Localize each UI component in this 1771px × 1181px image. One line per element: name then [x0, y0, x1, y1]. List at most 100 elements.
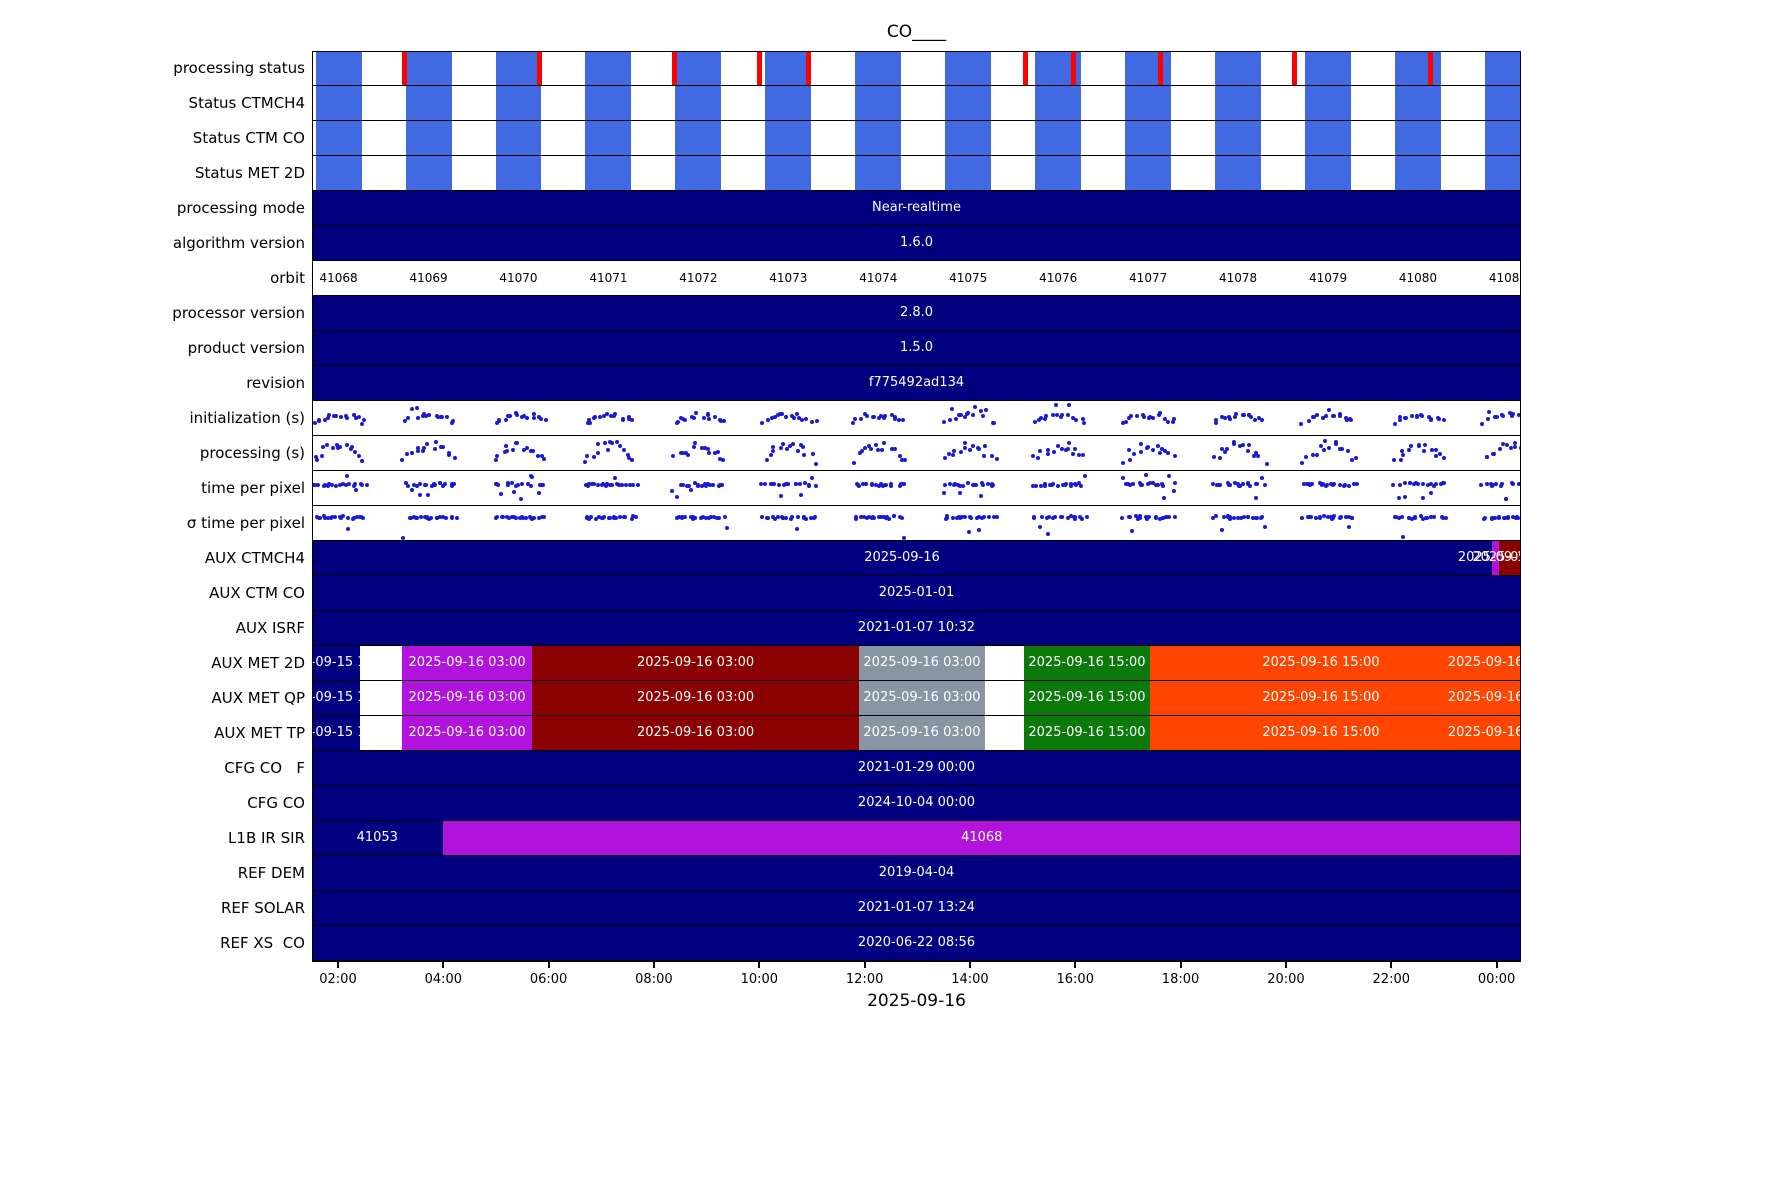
- orbit-number: 41068: [319, 271, 358, 285]
- scatter-dot: [676, 419, 681, 424]
- scatter-dot: [1434, 454, 1439, 459]
- scatter-dot: [1071, 415, 1076, 420]
- scatter-dot: [1265, 462, 1270, 467]
- scatter-dot: [674, 516, 679, 521]
- scatter-dot: [864, 515, 869, 520]
- scatter-dot: [1251, 515, 1256, 520]
- scatter-dot: [775, 514, 780, 519]
- scatter-dot: [1442, 456, 1447, 461]
- scatter-dot: [1402, 495, 1407, 500]
- scatter-dot: [540, 514, 545, 519]
- scatter-dot: [1333, 440, 1338, 445]
- scatter-dot: [1033, 483, 1038, 488]
- orbit-number: 41078: [1219, 271, 1258, 285]
- scatter-dot: [589, 482, 594, 487]
- row-label-ref-xs-co: REF XS CO: [220, 934, 305, 952]
- scatter-dot: [531, 412, 536, 417]
- scatter-dot: [1310, 481, 1315, 486]
- scatter-dot: [614, 440, 619, 445]
- scatter-dot: [786, 482, 791, 487]
- scatter-dot: [970, 413, 975, 418]
- scatter-dot: [1120, 461, 1125, 466]
- scatter-dot: [498, 492, 503, 497]
- scatter-dot: [514, 441, 519, 446]
- x-tick-mark: [1284, 962, 1287, 968]
- scatter-dot: [595, 442, 600, 447]
- scatter-dot: [704, 515, 709, 520]
- bar-segment: [405, 86, 452, 120]
- scatter-dot: [995, 457, 1000, 462]
- scatter-dot: [622, 514, 627, 519]
- scatter-dot: [1304, 482, 1309, 487]
- scatter-dot: [1493, 481, 1498, 486]
- x-tick-mark: [442, 962, 445, 968]
- scatter-dot: [688, 487, 693, 492]
- x-tick-mark: [863, 962, 866, 968]
- scatter-dot: [359, 483, 364, 488]
- scatter-dot: [900, 515, 905, 520]
- scatter-dot: [1398, 482, 1403, 487]
- bar-segment: [1305, 156, 1351, 190]
- scatter-dot: [1211, 455, 1216, 460]
- scatter-dot: [1063, 482, 1068, 487]
- orbit-number: 41081: [1488, 271, 1521, 285]
- scatter-dot: [977, 515, 982, 520]
- scatter-dot: [525, 415, 530, 420]
- scatter-dot: [1172, 453, 1177, 458]
- scatter-dot: [1171, 416, 1176, 421]
- bar-segment: 2025-09-16 03:00: [532, 716, 860, 750]
- scatter-dot: [962, 440, 967, 445]
- bar-segment: 41068: [442, 821, 1521, 855]
- scatter-dot: [1317, 516, 1322, 521]
- scatter-dot: [1072, 481, 1077, 486]
- scatter-dot: [710, 482, 715, 487]
- scatter-dot: [514, 413, 519, 418]
- scatter-dot: [1147, 515, 1152, 520]
- scatter-dot: [602, 414, 607, 419]
- scatter-dot: [504, 514, 509, 519]
- bar-segment: 1.5.0: [312, 331, 1521, 365]
- scatter-dot: [858, 451, 863, 456]
- scatter-dot: [1256, 415, 1261, 420]
- scatter-dot: [966, 410, 971, 415]
- scatter-dot: [1171, 488, 1176, 493]
- scatter-dot: [423, 413, 428, 418]
- scatter-dot: [868, 446, 873, 451]
- scatter-dot: [1053, 403, 1058, 408]
- scatter-dot: [1157, 516, 1162, 521]
- scatter-dot: [1225, 514, 1230, 519]
- scatter-dot: [427, 412, 432, 417]
- bar-segment: [1035, 86, 1082, 120]
- scatter-dot: [424, 515, 429, 520]
- scatter-dot: [316, 483, 321, 488]
- x-tick-label: 10:00: [740, 972, 779, 987]
- scatter-dot: [777, 482, 782, 487]
- scatter-dot: [1156, 412, 1161, 417]
- scatter-dot: [591, 454, 596, 459]
- scatter-dot: [1397, 417, 1402, 422]
- scatter-dot: [1162, 495, 1167, 500]
- scatter-dot: [331, 445, 336, 450]
- scatter-dot: [593, 414, 598, 419]
- scatter-dot: [796, 515, 801, 520]
- bar-segment-label: 2025-09-16 03:00: [863, 690, 981, 705]
- bar-segment: [585, 156, 632, 190]
- scatter-dot: [333, 413, 338, 418]
- scatter-dot: [528, 483, 533, 488]
- scatter-dot: [449, 515, 454, 520]
- scatter-dot: [1211, 515, 1216, 520]
- scatter-dot: [1430, 448, 1435, 453]
- scatter-dot: [1047, 482, 1052, 487]
- scatter-dot: [948, 481, 953, 486]
- scatter-dot: [440, 483, 445, 488]
- scatter-dot: [1240, 442, 1245, 447]
- scatter-dot: [877, 415, 882, 420]
- scatter-dot: [958, 483, 963, 488]
- scatter-dot: [625, 452, 630, 457]
- scatter-dot: [1326, 407, 1331, 412]
- scatter-dot: [1441, 516, 1446, 521]
- x-tick-label: 14:00: [951, 972, 989, 987]
- scatter-dot: [807, 483, 812, 488]
- scatter-dot: [1508, 445, 1513, 450]
- scatter-dot: [759, 514, 764, 519]
